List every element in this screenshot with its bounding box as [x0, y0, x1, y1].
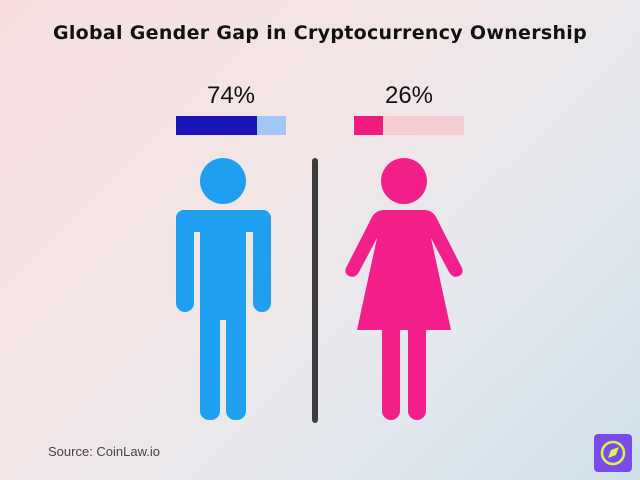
male-bar-track: [176, 116, 286, 135]
compass-icon: [600, 440, 626, 466]
male-percentage-label: 74%: [206, 82, 256, 109]
male-person-icon: [176, 158, 271, 420]
center-divider: [312, 158, 318, 423]
male-bar-fill: [176, 116, 258, 135]
female-person-icon: [345, 158, 463, 420]
female-percentage-label: 26%: [384, 82, 434, 109]
source-note: Source: CoinLaw.io: [48, 444, 161, 459]
brand-logo: [594, 434, 632, 472]
female-bar-track: [354, 116, 464, 135]
female-bar-fill: [354, 116, 383, 135]
chart-title: Global Gender Gap in Cryptocurrency Owne…: [52, 22, 588, 44]
